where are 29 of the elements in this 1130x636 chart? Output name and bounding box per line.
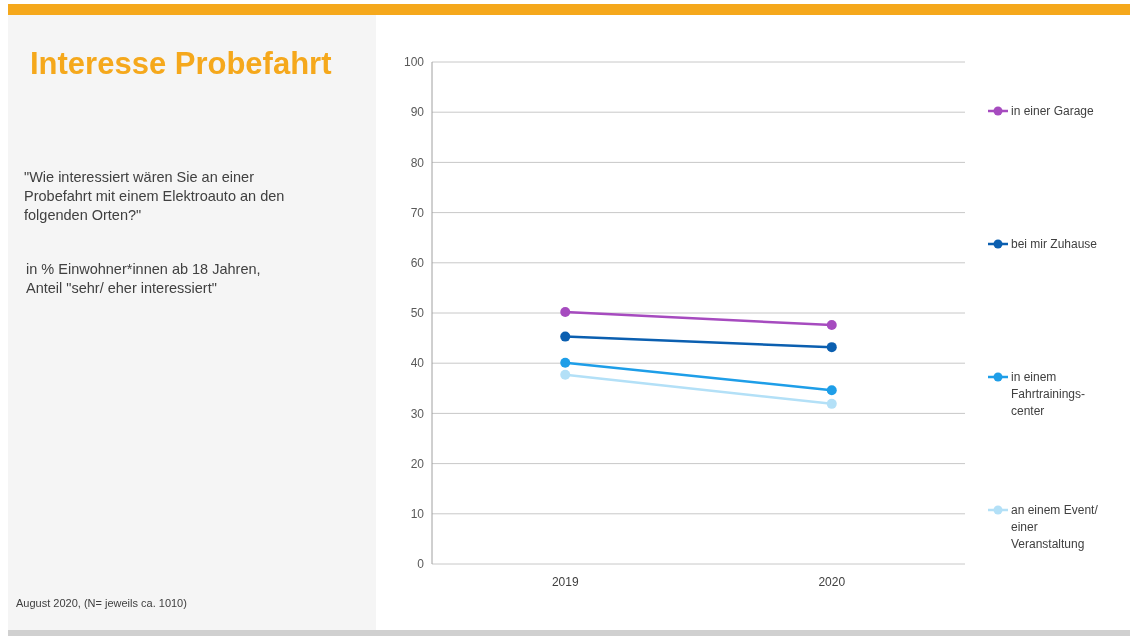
y-tick-label: 30 (410, 406, 425, 421)
legend-label: bei mir Zuhause (1011, 237, 1098, 252)
point (826, 398, 837, 409)
legend-label: an einem Event/ einer Veranstaltung (1011, 503, 1099, 552)
y-tick-label: 10 (410, 507, 425, 521)
text: August 2020, (N= jeweils ca. 1010) (16, 597, 187, 609)
legend-label: in einer Garage (1011, 104, 1095, 119)
point (560, 307, 571, 317)
y-tick-label: 0 (417, 557, 425, 572)
y-tick-label: 70 (410, 205, 425, 220)
text: in % Einwohner*innen ab 18 Jahren, Anteil "sehr/ eher interessiert" (26, 261, 261, 296)
y-tick-label: 40 (410, 356, 425, 371)
point (826, 342, 837, 353)
legend-label: in einem Fahrtrainings-center (1011, 370, 1086, 419)
y-tick-label: 100 (403, 55, 425, 70)
point (560, 357, 571, 368)
point (560, 369, 571, 380)
point (826, 385, 837, 396)
y-tick-label: 20 (410, 456, 425, 471)
x-tick-label: 2020 (818, 575, 846, 589)
x-tick-label: 2019 (551, 575, 579, 589)
text: "Wie interessiert wären Sie an einer Probefahrt mit einem Elektroauto an den folgenden Orten?" (24, 169, 285, 223)
point (560, 331, 571, 342)
text: Interesse Probefahrt (30, 46, 332, 81)
y-tick-label: 90 (410, 105, 425, 120)
y-tick-label: 80 (410, 155, 425, 170)
point (826, 320, 837, 331)
y-tick-label: 60 (410, 256, 425, 270)
y-tick-label: 50 (410, 306, 425, 321)
